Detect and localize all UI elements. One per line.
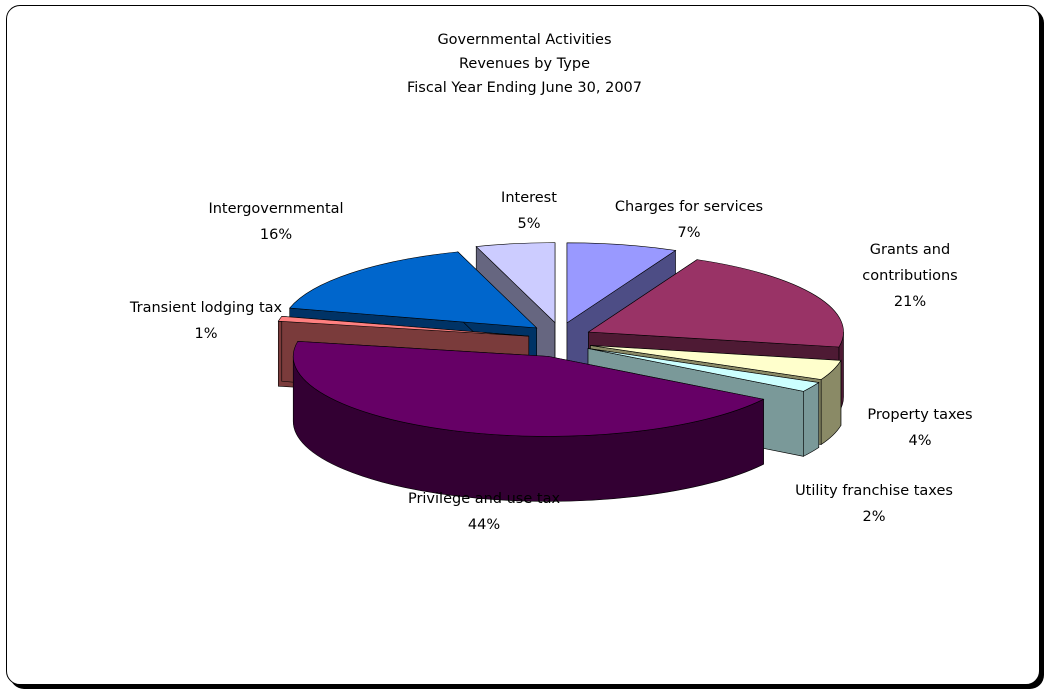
chart-title-line-2: Revenues by Type [458,56,590,72]
data-label-utility-franchise-taxes: Utility franchise taxes 2% [795,483,953,525]
data-label-property-taxes: Property taxes 4% [867,407,972,449]
data-label-grants-and-contributions: Grants and contributions 21% [862,242,957,310]
slice-top-charges-for-services [566,242,677,324]
slice-top-intergovernmental [289,251,538,329]
pie-labels: Charges for services 7% Grants and contribu… [129,190,973,533]
data-label-charges-for-services: Charges for services 7% [615,199,763,241]
slice-privilege-and-use-tax [292,341,765,502]
chart-title: Governmental Activities Revenues by Type… [0,28,1049,100]
slice-rim-utility-franchise-taxes [803,381,820,457]
data-label-privilege-and-use-tax: Privilege and use tax 44% [408,491,561,533]
slice-top-transient-lodging-tax [277,315,529,337]
data-label-interest: Interest 5% [501,190,557,232]
chart-title-line-3: Fiscal Year Ending June 30, 2007 [406,80,643,96]
slice-top-utility-franchise-taxes [587,348,820,392]
pie-slices [277,242,844,502]
slice-top-privilege-and-use-tax [292,341,765,437]
slice-top-grants-and-contributions [587,259,844,348]
data-label-intergovernmental: Intergovernmental 16% [208,201,343,243]
data-label-transient-lodging-tax: Transient lodging tax 1% [129,300,283,342]
slice-top-property-taxes [590,345,842,380]
slice-top-interest [475,242,556,324]
chart-title-line-1: Governmental Activities [437,32,612,48]
